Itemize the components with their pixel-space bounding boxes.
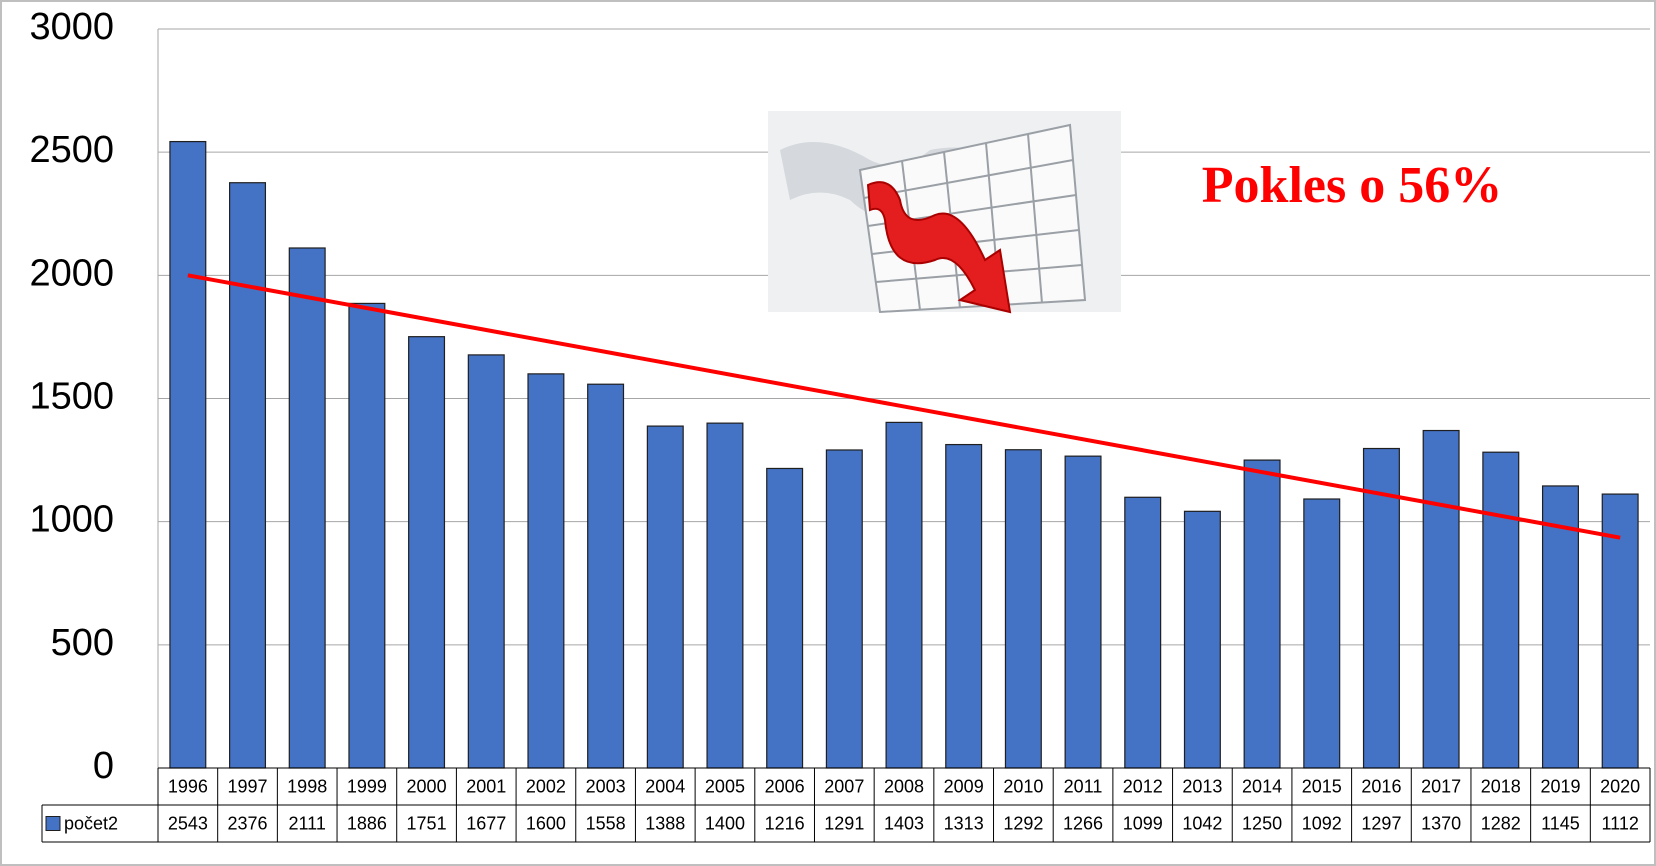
grid: 0 500 1000 1500 2000 2500 3000 [29,6,1650,787]
bar [467,354,505,769]
x-tick-label: 2000 [407,776,447,796]
bar [408,336,446,769]
bar [587,383,625,769]
table-value: 2111 [289,813,326,833]
bar [766,467,804,769]
bar [1004,449,1042,769]
bar [885,421,923,769]
legend-label: počet2 [64,813,118,833]
y-tick-label: 1500 [29,376,114,418]
table-value: 1886 [347,813,387,833]
table-value: 1092 [1302,813,1342,833]
bar [1124,496,1162,769]
y-tick-label: 2500 [29,129,114,171]
annotation: Pokles o 56% [1202,157,1502,214]
x-tick-label: 1997 [227,776,267,796]
x-tick-label: 1999 [347,776,387,796]
table-value: 1600 [526,813,566,833]
y-tick-label: 1000 [29,499,114,541]
x-tick-label: 2002 [526,776,566,796]
y-tick-label: 2000 [29,252,114,294]
bar [1303,498,1341,769]
y-tick-label: 3000 [29,6,114,48]
table-value: 1042 [1182,813,1222,833]
bar [825,449,863,769]
table-value: 1297 [1361,813,1401,833]
table-value: 1216 [765,813,805,833]
x-tick-label: 2010 [1003,776,1043,796]
table-value: 1291 [824,813,864,833]
table-value: 1677 [466,813,506,833]
table-value: 1313 [944,813,984,833]
x-tick-label: 2019 [1540,776,1580,796]
table-value: 1558 [586,813,626,833]
x-tick-label: 2008 [884,776,924,796]
data-table: 1996 2543 1997 2376 1998 2111 1999 1886 2000 1751… [41,767,1651,843]
decorative-image [768,111,1121,314]
trendline [187,273,1621,540]
bar [348,302,386,769]
bar [1362,447,1400,769]
table-value: 1751 [407,813,447,833]
x-tick-label: 2003 [586,776,626,796]
bar [1183,510,1221,769]
bar [288,247,326,769]
x-tick-label: 2018 [1481,776,1521,796]
y-tick-label: 500 [51,622,114,664]
bar [169,140,207,769]
y-tick-label: 0 [93,745,114,787]
x-tick-label: 2001 [466,776,506,796]
x-tick-label: 2014 [1242,776,1282,796]
table-value: 1099 [1123,813,1163,833]
image-arrow [866,181,1012,314]
table-value: 1400 [705,813,745,833]
table-value: 2376 [227,813,267,833]
bars [169,140,1639,769]
x-tick-label: 2011 [1064,776,1103,796]
table-value: 1388 [645,813,685,833]
table-value: 1282 [1481,813,1521,833]
bar [1422,429,1460,769]
x-tick-label: 2009 [944,776,984,796]
bar [706,422,744,769]
table-value: 1370 [1421,813,1461,833]
x-tick-label: 2013 [1182,776,1222,796]
legend-swatch [45,816,61,831]
bar [1064,455,1102,769]
bar [1482,451,1520,769]
bar [646,425,684,769]
x-tick-label: 2020 [1600,776,1640,796]
x-tick-label: 1998 [287,776,327,796]
bar [527,373,565,769]
x-tick-label: 2004 [645,776,685,796]
x-tick-label: 2015 [1302,776,1342,796]
x-tick-label: 2012 [1123,776,1163,796]
x-tick-label: 2016 [1361,776,1401,796]
x-tick-label: 2006 [765,776,805,796]
table-value: 1250 [1242,813,1282,833]
x-tick-label: 1996 [168,776,208,796]
x-tick-label: 2017 [1421,776,1461,796]
x-tick-label: 2007 [824,776,864,796]
table-value: 2543 [168,813,208,833]
bar [945,443,983,769]
bar [1243,459,1281,769]
x-tick-label: 2005 [705,776,745,796]
table-value: 1403 [884,813,924,833]
table-value: 1266 [1063,813,1103,833]
table-value: 1292 [1003,813,1043,833]
bar [229,182,267,769]
table-value: 1112 [1601,813,1638,833]
table-value: 1145 [1541,813,1580,833]
